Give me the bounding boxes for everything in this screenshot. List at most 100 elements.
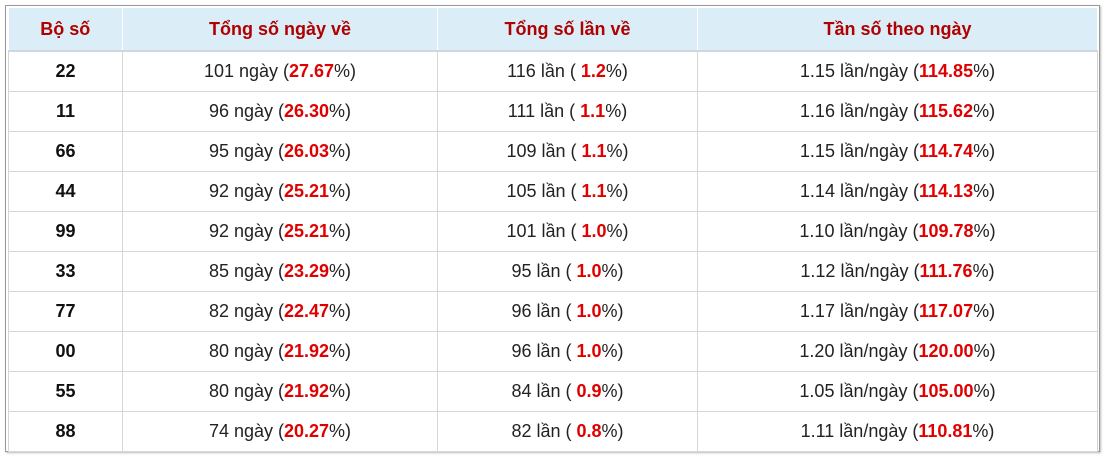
percent-value: 120.00 [918,341,974,361]
stat-cell: 74 ngày (20.27%) [122,411,438,452]
number-cell: 55 [8,371,123,412]
stat-cell: 96 ngày (26.30%) [122,91,438,132]
cell-text: %) [606,181,629,201]
cell-text: %) [605,101,628,121]
percent-value: 1.0 [581,221,607,241]
cell-text: %) [606,221,629,241]
stat-cell: 1.16 lần/ngày (115.62%) [697,91,1098,132]
stat-cell: 1.12 lần/ngày (111.76%) [697,251,1098,292]
cell-text: 74 ngày ( [208,421,284,441]
header-cell: Tổng số ngày về [122,8,438,52]
header-row: Bộ số Tổng số ngày về Tổng số lần về Tần số… [8,8,1098,52]
stat-cell: 80 ngày (21.92%) [122,331,438,372]
cell-text: 84 lần ( [511,381,577,401]
cell-text: %) [606,141,629,161]
number-cell: 66 [8,131,123,172]
stat-cell: 82 lần ( 0.8%) [437,411,698,452]
number-cell: 77 [8,291,123,332]
header-cell: Bộ số [8,8,123,52]
percent-value: 115.62 [919,101,974,121]
percent-value: 26.30 [284,101,330,121]
cell-text: %) [329,221,352,241]
stat-cell: 84 lần ( 0.9%) [437,371,698,412]
cell-text: 109 lần ( [506,141,582,161]
cell-text: %) [329,421,352,441]
stat-cell: 116 lần ( 1.2%) [437,50,698,92]
table-row: 22 101 ngày (27.67%) 116 lần ( 1.2%) 1.15 l… [8,50,1098,92]
cell-text: 95 lần ( [511,261,577,281]
percent-value: 114.85 [919,61,974,81]
cell-text: 96 ngày ( [208,101,284,121]
number-cell: 33 [8,251,123,292]
percent-value: 1.1 [581,181,607,201]
stat-cell: 92 ngày (25.21%) [122,171,438,212]
percent-value: 25.21 [284,181,330,201]
stat-cell: 105 lần ( 1.1%) [437,171,698,212]
cell-text: %) [601,341,624,361]
cell-text: %) [973,341,996,361]
percent-value: 1.1 [581,141,607,161]
table-row: 77 82 ngày (22.47%) 96 lần ( 1.0%) 1.17 lần… [8,291,1098,332]
table-row: 99 92 ngày (25.21%) 101 lần ( 1.0%) 1.10 lầ… [8,211,1098,252]
percent-value: 1.2 [580,61,606,81]
table-row: 44 92 ngày (25.21%) 105 lần ( 1.1%) 1.14 lầ… [8,171,1098,212]
cell-text: %) [329,181,352,201]
percent-value: 1.0 [576,261,602,281]
percent-value: 105.00 [918,381,974,401]
table-row: 66 95 ngày (26.03%) 109 lần ( 1.1%) 1.15 lầ… [8,131,1098,172]
percent-value: 0.8 [576,421,602,441]
percent-value: 117.07 [919,301,974,321]
stat-cell: 101 ngày (27.67%) [122,50,438,92]
cell-text: %) [601,261,624,281]
cell-text: %) [973,101,996,121]
percent-value: 110.81 [918,421,973,441]
stat-cell: 96 lần ( 1.0%) [437,291,698,332]
cell-text: 1.05 lần/ngày ( [799,381,919,401]
cell-text: 1.17 lần/ngày ( [799,301,920,321]
cell-text: %) [605,61,628,81]
stat-cell: 85 ngày (23.29%) [122,251,438,292]
percent-value: 114.74 [919,141,974,161]
number-cell: 00 [8,331,123,372]
stat-cell: 82 ngày (22.47%) [122,291,438,332]
cell-text: 1.12 lần/ngày ( [800,261,920,281]
stat-cell: 1.05 lần/ngày (105.00%) [697,371,1098,412]
cell-text: %) [973,221,996,241]
table-row: 88 74 ngày (20.27%) 82 lần ( 0.8%) 1.11 lần… [8,411,1098,452]
stat-cell: 111 lần ( 1.1%) [437,91,698,132]
percent-value: 22.47 [284,301,330,321]
cell-text: 1.20 lần/ngày ( [799,341,919,361]
cell-text: %) [329,261,352,281]
percent-value: 114.13 [919,181,974,201]
cell-text: %) [973,61,996,81]
cell-text: 92 ngày ( [208,181,284,201]
percent-value: 25.21 [284,221,330,241]
cell-text: 96 lần ( [511,301,577,321]
stat-cell: 1.15 lần/ngày (114.74%) [697,131,1098,172]
cell-text: %) [601,301,624,321]
header-cell: Tổng số lần về [437,8,698,52]
percent-value: 0.9 [576,381,602,401]
cell-text: 101 ngày ( [203,61,289,81]
cell-text: %) [973,141,996,161]
percent-value: 20.27 [284,421,330,441]
cell-text: 1.16 lần/ngày ( [799,101,920,121]
table-row: 33 85 ngày (23.29%) 95 lần ( 1.0%) 1.12 lần… [8,251,1098,292]
cell-text: 82 ngày ( [208,301,284,321]
cell-text: %) [973,181,996,201]
number-cell: 88 [8,411,123,452]
cell-text: 1.10 lần/ngày ( [799,221,919,241]
stat-cell: 1.11 lần/ngày (110.81%) [697,411,1098,452]
cell-text: %) [329,341,352,361]
stat-cell: 1.20 lần/ngày (120.00%) [697,331,1098,372]
cell-text: %) [972,421,995,441]
cell-text: 111 lần ( [507,101,581,121]
stats-table: Bộ số Tổng số ngày về Tổng số lần về Tần số… [8,8,1098,452]
cell-text: %) [329,381,352,401]
cell-text: 101 lần ( [506,221,582,241]
cell-text: 85 ngày ( [208,261,284,281]
stat-cell: 92 ngày (25.21%) [122,211,438,252]
stat-cell: 1.17 lần/ngày (117.07%) [697,291,1098,332]
cell-text: 105 lần ( [506,181,582,201]
stat-cell: 96 lần ( 1.0%) [437,331,698,372]
